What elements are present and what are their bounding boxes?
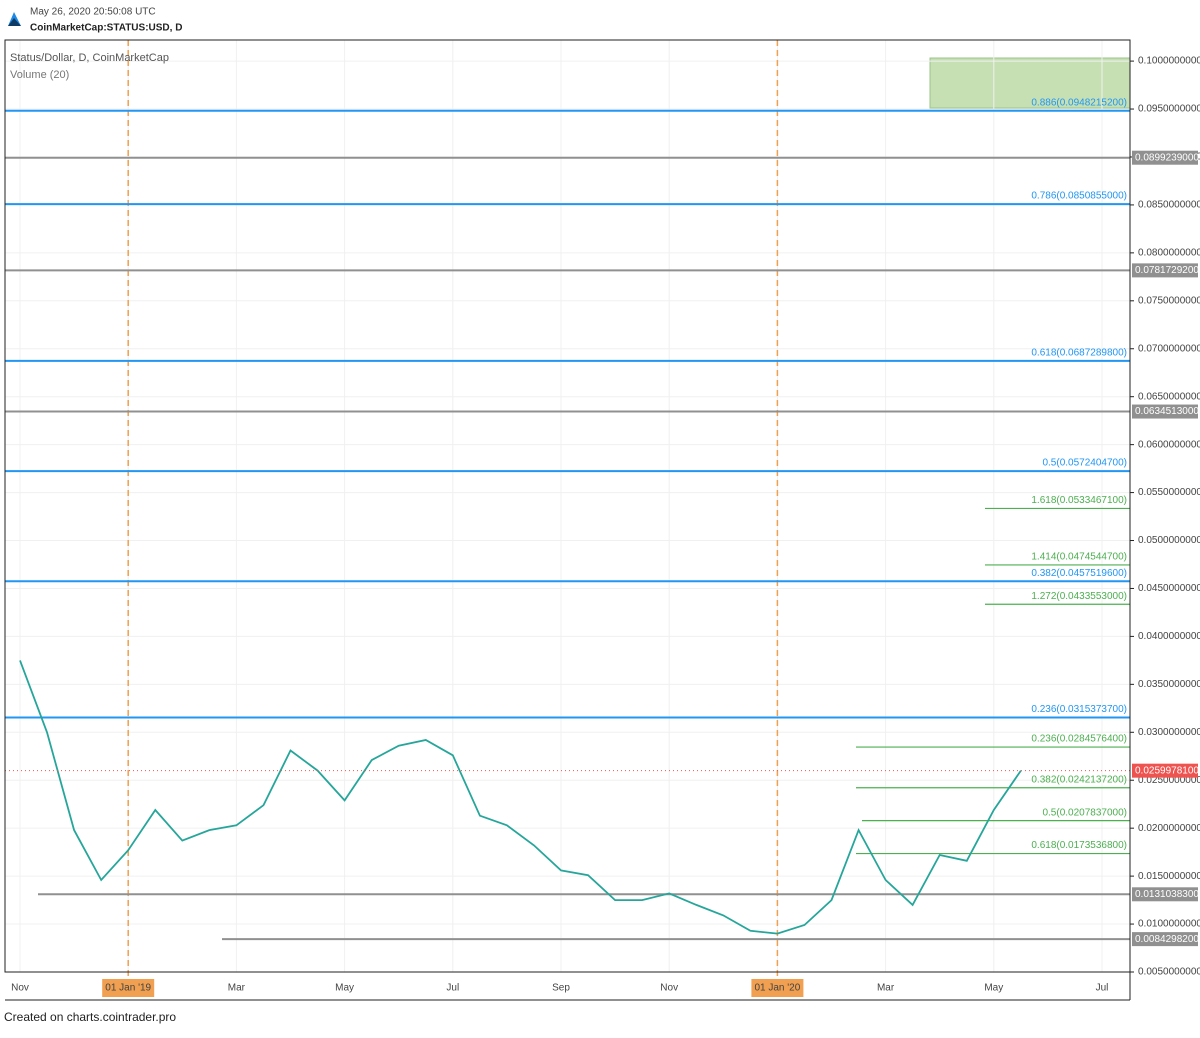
level-axis-tag	[1132, 150, 1198, 165]
level-axis-label: 0.0899239000	[1135, 152, 1199, 163]
x-tick-label: 01 Jan '20	[754, 983, 800, 994]
level-axis-tag	[1132, 932, 1198, 947]
level-axis-label: 0.0781729200	[1135, 265, 1199, 276]
level-axis-label: 0.0634513000	[1135, 406, 1199, 417]
x-tick-label: Nov	[11, 983, 29, 994]
level-label: 0.786(0.0850855000)	[1031, 191, 1127, 202]
y-tick-label: 0.0500000000	[1138, 535, 1200, 546]
y-tick-label: 0.0800000000	[1138, 248, 1200, 259]
chart-subtitle: Volume (20)	[10, 69, 69, 81]
level-label: 0.382(0.0457519600)	[1031, 568, 1127, 579]
y-tick-label: 0.0300000000	[1138, 727, 1200, 738]
x-tick-highlight	[102, 979, 155, 997]
y-tick-label: 0.0100000000	[1138, 919, 1200, 930]
level-label: 0.236(0.0315373700)	[1031, 704, 1127, 715]
last-price-label: 0.0259978100	[1135, 765, 1199, 776]
level-label: 0.236(0.0284576400)	[1031, 734, 1127, 745]
level-label: 0.618(0.0687289800)	[1031, 348, 1127, 359]
x-tick-label: 01 Jan '19	[105, 983, 151, 994]
y-tick-label: 0.0050000000	[1138, 967, 1200, 978]
symbol: CoinMarketCap:STATUS:USD, D	[30, 23, 182, 34]
chart-title: Status/Dollar, D, CoinMarketCap	[10, 52, 169, 64]
y-tick-label: 0.0600000000	[1138, 439, 1200, 450]
y-tick-label: 0.0450000000	[1138, 583, 1200, 594]
y-tick-label: 0.0350000000	[1138, 679, 1200, 690]
level-axis-label: 0.0084298200	[1135, 934, 1199, 945]
y-tick-label: 0.0550000000	[1138, 487, 1200, 498]
level-label: 0.618(0.0173536800)	[1031, 840, 1127, 851]
level-label: 0.5(0.0207837000)	[1042, 807, 1127, 818]
y-tick-label: 0.0400000000	[1138, 631, 1200, 642]
x-tick-label: Nov	[660, 983, 678, 994]
logo	[8, 18, 21, 26]
y-tick-label: 0.0250000000	[1138, 775, 1200, 786]
timestamp: May 26, 2020 20:50:08 UTC	[30, 7, 156, 18]
level-axis-tag	[1132, 263, 1198, 278]
level-label: 1.414(0.0474544700)	[1031, 552, 1127, 563]
x-tick-label: Mar	[877, 983, 895, 994]
x-tick-label: May	[335, 983, 354, 994]
level-axis-tag	[1132, 887, 1198, 902]
level-label: 0.382(0.0242137200)	[1031, 774, 1127, 785]
x-tick-label: Jul	[446, 983, 459, 994]
y-tick-label: 0.0700000000	[1138, 343, 1200, 354]
y-tick-label: 0.0750000000	[1138, 295, 1200, 306]
y-tick-label: 0.0650000000	[1138, 391, 1200, 402]
level-label: 1.618(0.0533467100)	[1031, 495, 1127, 506]
x-tick-highlight	[751, 979, 804, 997]
y-tick-label: 0.0850000000	[1138, 200, 1200, 211]
x-tick-label: Sep	[552, 983, 570, 994]
level-label: 0.886(0.0948215200)	[1031, 97, 1127, 108]
y-tick-label: 0.0200000000	[1138, 823, 1200, 834]
footer: Created on charts.cointrader.pro	[4, 1010, 176, 1024]
price-line	[19, 660, 1022, 935]
level-axis-tag	[1132, 404, 1198, 419]
y-tick-label: 0.1000000000	[1138, 56, 1200, 67]
target-zone	[929, 57, 1131, 109]
level-label: 0.5(0.0572404700)	[1042, 458, 1127, 469]
x-tick-label: May	[984, 983, 1003, 994]
x-tick-label: Jul	[1096, 983, 1109, 994]
last-price-tag	[1132, 763, 1198, 778]
level-axis-label: 0.0131038300	[1135, 889, 1199, 900]
x-tick-label: Mar	[228, 983, 246, 994]
level-label: 1.272(0.0433553000)	[1031, 591, 1127, 602]
y-tick-label: 0.0150000000	[1138, 871, 1200, 882]
y-tick-label: 0.0950000000	[1138, 104, 1200, 115]
